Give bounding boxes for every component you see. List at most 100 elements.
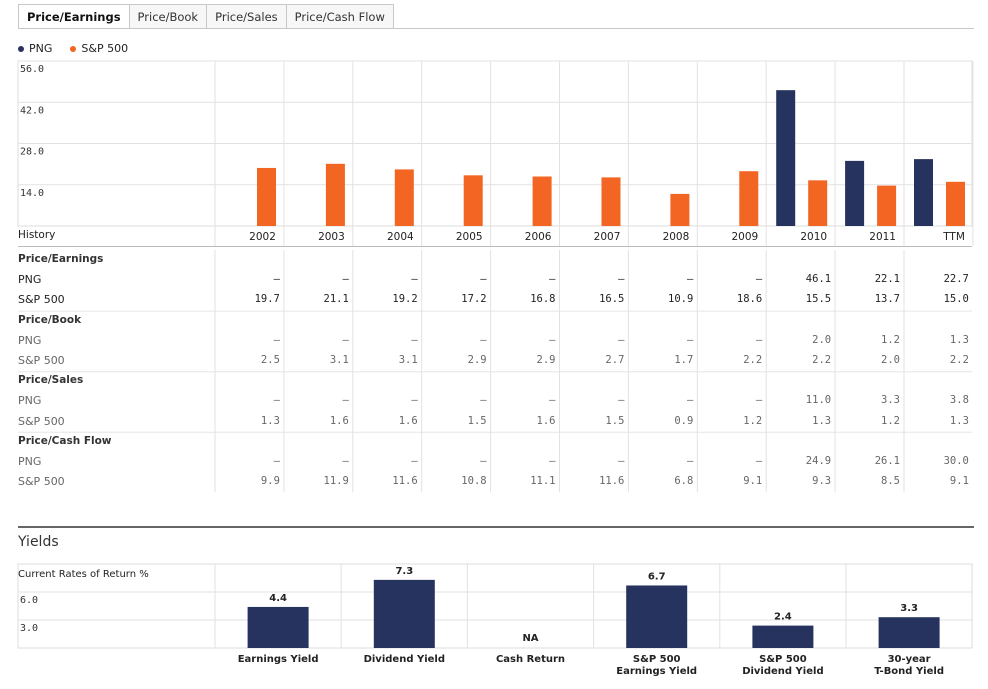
tab-underline — [18, 28, 974, 29]
bar-s-p-500-2003 — [325, 163, 345, 226]
yield-bar-s-p-500-dividend-yield — [752, 625, 814, 648]
section-header-price-sales: Price/Sales — [18, 371, 974, 391]
table-row: PNG — — — — — — — — 46.1 22.1 22.7 — [18, 270, 974, 290]
table-cell: 1.2 — [743, 414, 763, 427]
legend-swatch — [18, 45, 24, 52]
legend-swatch — [70, 45, 77, 52]
legend-label: S&P 500 — [81, 42, 129, 55]
yield-value-label: 3.3 — [900, 603, 918, 614]
row-label: PNG — [18, 273, 42, 287]
table-cell: 1.5 — [467, 414, 487, 427]
bar-s-p-500-ttm — [946, 181, 965, 226]
row-label: S&P 500 — [18, 475, 65, 489]
pe-history-chart: 56.0 42.0 28.0 14.0 History 2002 2003 2004 2005 2… — [17, 60, 974, 247]
table-row: S&P 500 9.9 11.9 11.6 10.8 11.1 11.6 6.8 9.1 9.3 8… — [18, 472, 974, 492]
table-cell: — — [755, 394, 763, 407]
bar-s-p-500-2007 — [601, 177, 621, 226]
table-cell: — — [411, 394, 418, 407]
table-cell: 2.0 — [881, 353, 900, 366]
table-cell: — — [411, 333, 418, 346]
y-tick-label: 6.0 — [20, 595, 38, 606]
table-row: S&P 500 19.7 21.1 19.2 17.2 16.8 16.5 10.9 18.6 1… — [18, 290, 974, 310]
table-cell: — — [755, 454, 763, 467]
x-tick-label: TTM — [942, 231, 965, 243]
tab-price-earnings[interactable]: Price/Earnings — [18, 4, 130, 29]
yield-value-label: NA — [522, 633, 538, 644]
bar-png-2010 — [776, 90, 796, 226]
table-cell: 2.2 — [743, 353, 763, 366]
bar-s-p-500-2004 — [394, 169, 414, 226]
table-cell: 3.3 — [881, 394, 900, 407]
y-tick-label: 14.0 — [20, 188, 44, 199]
table-cell: 9.1 — [949, 475, 969, 488]
table-cell: 11.9 — [323, 475, 349, 488]
tab-price-book[interactable]: Price/Book — [128, 4, 208, 28]
table-cell: — — [411, 273, 418, 286]
legend-item-s-p-500: S&P 500 — [70, 42, 128, 55]
table-cell: — — [273, 454, 280, 467]
table-cell: 17.2 — [461, 293, 487, 306]
row-label: PNG — [18, 394, 42, 408]
yield-value-label: 2.4 — [774, 612, 792, 623]
yield-category-label: S&P 500 — [759, 654, 807, 665]
section-header-price-book: Price/Book — [18, 311, 974, 331]
table-row: S&P 500 1.3 1.6 1.6 1.5 1.6 1.5 0.9 1.2 1.3 1.2 1.3 — [18, 412, 974, 432]
table-cell: 1.3 — [812, 414, 832, 427]
table-cell: 15.5 — [805, 293, 832, 306]
section-title: Price/Cash Flow — [18, 434, 112, 447]
row-label: S&P 500 — [18, 414, 65, 428]
tab-price-sales[interactable]: Price/Sales — [206, 4, 287, 28]
table-cell: — — [755, 333, 763, 346]
table-cell: — — [342, 454, 349, 467]
table-cell: 9.9 — [260, 475, 280, 488]
x-tick-label: 2006 — [525, 231, 552, 243]
x-tick-label: 2011 — [869, 231, 896, 243]
table-cell: — — [273, 333, 280, 346]
x-tick-label: 2004 — [387, 231, 414, 243]
table-cell: 16.5 — [599, 293, 625, 306]
yield-category-label: Dividend Yield — [742, 666, 823, 677]
table-cell: 2.5 — [260, 353, 280, 366]
table-cell: 1.2 — [881, 333, 900, 346]
table-cell: — — [273, 273, 280, 286]
history-label: History — [18, 229, 55, 241]
tab-price-cash-flow[interactable]: Price/Cash Flow — [285, 4, 394, 28]
yield-bar-earnings-yield — [247, 606, 309, 648]
table-cell: 11.6 — [392, 475, 418, 488]
table-cell: 1.5 — [605, 414, 625, 427]
table-cell: — — [480, 454, 487, 467]
table-cell: 8.5 — [881, 475, 900, 488]
row-label: PNG — [18, 454, 42, 468]
table-cell: — — [686, 394, 694, 407]
yield-category-label: Earnings Yield — [238, 654, 319, 665]
yield-value-label: 6.7 — [648, 571, 666, 582]
yield-value-label: 7.3 — [395, 566, 413, 577]
table-cell: 2.9 — [467, 353, 487, 366]
table-cell: 3.1 — [398, 353, 418, 366]
table-cell: 10.8 — [461, 475, 487, 488]
table-cell: — — [618, 333, 625, 346]
x-tick-label: 2003 — [318, 231, 345, 243]
table-cell: 30.0 — [943, 454, 969, 467]
table-cell: 2.0 — [812, 333, 832, 346]
table-cell: — — [273, 394, 280, 407]
bar-s-p-500-2011 — [877, 185, 897, 226]
table-cell: 0.9 — [674, 414, 694, 427]
table-cell: 22.7 — [943, 273, 969, 286]
legend-label: PNG — [29, 42, 53, 55]
table-cell: 3.1 — [329, 353, 349, 366]
table-cell: 16.8 — [530, 293, 556, 306]
table-cell: — — [480, 333, 487, 346]
ratio-history-table: Price/Earnings PNG — — — — — — — — 46.1 22.1 22.7 S&P… — [18, 250, 974, 492]
section-header-price-earnings: Price/Earnings — [18, 250, 974, 270]
chart-legend: PNG S&P 500 — [18, 42, 128, 55]
table-cell: 46.1 — [805, 273, 832, 286]
bar-s-p-500-2002 — [257, 167, 276, 226]
x-tick-label: 2010 — [800, 231, 827, 243]
table-cell: 6.8 — [674, 475, 694, 488]
table-cell: — — [549, 333, 556, 346]
bar-png-2011 — [845, 160, 865, 226]
table-cell: 1.3 — [260, 414, 280, 427]
bar-s-p-500-2008 — [670, 193, 690, 226]
